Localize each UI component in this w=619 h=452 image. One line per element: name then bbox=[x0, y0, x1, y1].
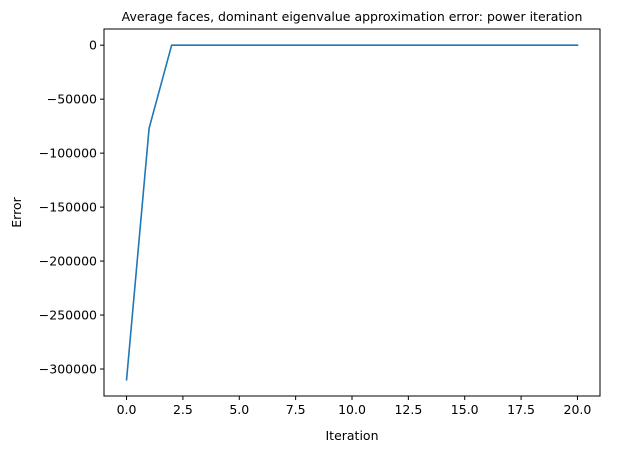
series-layer bbox=[125, 44, 579, 381]
y-tick-label: 0 bbox=[89, 38, 97, 53]
y-tick-label: −150000 bbox=[39, 200, 97, 215]
y-tick-label: −100000 bbox=[39, 146, 97, 161]
x-tick-label: 12.5 bbox=[394, 402, 422, 417]
ticks-layer: 0.0 2.5 5.0 7.5 10.0 12.5 15.0 17.5 20.0 0 −50000 −… bbox=[39, 38, 592, 417]
x-tick-label: 2.5 bbox=[173, 402, 193, 417]
plot-area-frame bbox=[103, 28, 601, 397]
x-tick-label: 7.5 bbox=[286, 402, 306, 417]
x-tick-label: 15.0 bbox=[451, 402, 479, 417]
x-tick-label: 17.5 bbox=[507, 402, 535, 417]
y-tick-label: −200000 bbox=[39, 254, 97, 269]
x-axis-label: Iteration bbox=[325, 428, 378, 443]
y-tick-label: −50000 bbox=[47, 92, 97, 107]
x-tick-label: 20.0 bbox=[564, 402, 592, 417]
y-tick-label: −300000 bbox=[39, 362, 97, 377]
x-tick-label: 0.0 bbox=[117, 402, 137, 417]
series-line-0 bbox=[125, 44, 579, 381]
y-axis-label: Error bbox=[9, 196, 24, 227]
x-tick-label: 10.0 bbox=[338, 402, 366, 417]
y-tick-label: −250000 bbox=[39, 308, 97, 323]
x-tick-label: 5.0 bbox=[229, 402, 249, 417]
chart-title: Average faces, dominant eigenvalue appro… bbox=[122, 9, 583, 24]
